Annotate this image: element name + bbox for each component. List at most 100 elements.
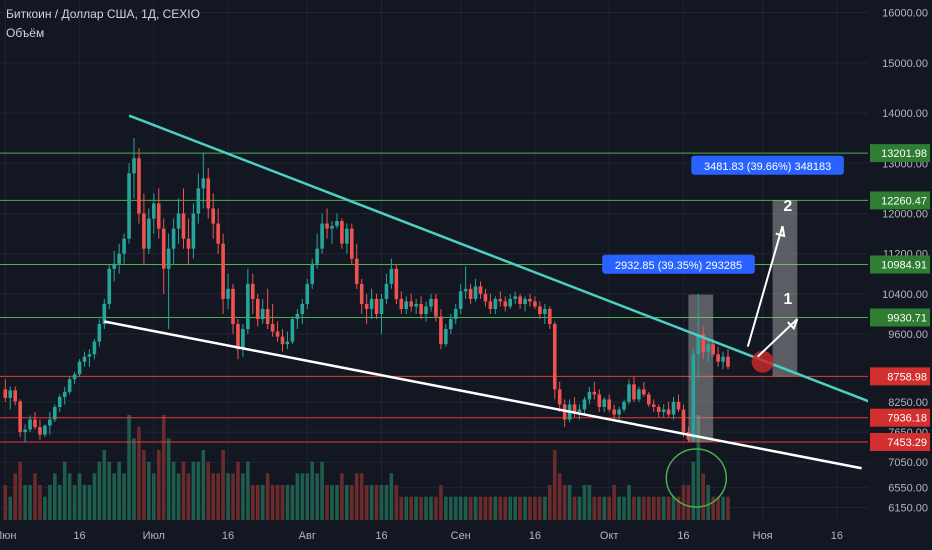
volume-bar — [483, 496, 488, 520]
candle-body — [13, 390, 17, 402]
volume-bar — [38, 485, 42, 520]
candle-body — [473, 286, 478, 299]
volume-bar — [661, 496, 666, 520]
candle-body — [181, 213, 186, 239]
volume-bar — [374, 485, 379, 520]
candle-body — [305, 283, 310, 304]
volume-bar — [300, 473, 305, 520]
volume-bar — [171, 461, 176, 520]
volume-bar — [87, 485, 92, 520]
volume-bar — [364, 485, 369, 520]
volume-bar — [548, 485, 552, 520]
candle-body — [666, 409, 671, 415]
target-label-1: 1 — [783, 291, 792, 308]
candle-body — [627, 384, 631, 402]
volume-bar — [414, 496, 418, 520]
candle-body — [48, 419, 52, 426]
candle-body — [251, 283, 255, 299]
candle-body — [533, 301, 537, 307]
price-tick-label: 7050.00 — [888, 457, 928, 469]
volume-bar — [265, 473, 270, 520]
candle-body — [676, 401, 681, 410]
time-tick-label: Сен — [451, 530, 471, 542]
volume-bar — [572, 496, 577, 520]
volume-bar — [241, 473, 245, 520]
volume-bar — [206, 461, 211, 520]
candle-body — [201, 178, 206, 189]
volume-bar — [152, 473, 156, 520]
volume-bar — [156, 450, 161, 520]
candle-body — [330, 226, 334, 229]
candle-body — [275, 331, 280, 337]
volume-bar — [602, 496, 607, 520]
level-price-label: 9930.71 — [887, 312, 927, 324]
candle-body — [156, 203, 161, 229]
candle-body — [414, 303, 418, 307]
volume-bar — [369, 485, 374, 520]
candle-body — [82, 356, 87, 362]
volume-bar — [102, 450, 107, 520]
volume-bar — [310, 461, 314, 520]
volume-bar — [627, 485, 631, 520]
volume-bar — [691, 461, 696, 520]
level-price-label: 10984.91 — [881, 260, 927, 272]
price-tick-label: 12000.00 — [882, 209, 928, 221]
candle-body — [394, 268, 399, 299]
volume-bar — [295, 473, 300, 520]
candle-body — [706, 344, 710, 352]
volume-bar — [503, 496, 508, 520]
volume-bar — [488, 496, 493, 520]
volume-bar — [612, 485, 616, 520]
candle-body — [597, 394, 602, 407]
candle-body — [310, 263, 314, 284]
candle-body — [671, 401, 676, 415]
volume-bar — [340, 473, 344, 520]
candle-body — [513, 296, 517, 299]
volume-bar — [147, 461, 151, 520]
candle-body — [8, 390, 13, 398]
candle-body — [117, 253, 121, 264]
candle-body — [23, 429, 27, 433]
volume-bar — [226, 473, 230, 520]
volume-bar — [632, 496, 636, 520]
volume-label: Объём — [6, 26, 45, 40]
candle-body — [538, 306, 542, 314]
volume-bar — [538, 496, 542, 520]
volume-bar — [107, 461, 112, 520]
target-label-2: 2 — [783, 198, 792, 215]
volume-bar — [394, 485, 399, 520]
volume-bar — [305, 473, 310, 520]
time-tick-label: Окт — [600, 530, 619, 542]
volume-bar — [711, 496, 715, 520]
candle-body — [206, 178, 211, 209]
candle-body — [53, 406, 57, 420]
candle-body — [255, 298, 260, 320]
trendline-lower[interactable] — [104, 320, 862, 470]
candle-body — [399, 298, 404, 309]
candle-body — [607, 399, 611, 410]
volume-bar — [656, 496, 661, 520]
measure-box — [772, 200, 798, 377]
level-price-label: 7936.18 — [887, 413, 927, 425]
breakout-marker — [751, 350, 774, 373]
trendline-upper[interactable] — [128, 114, 873, 404]
price-tick-label: 6550.00 — [888, 482, 928, 494]
volume-bar — [463, 496, 468, 520]
candle-body — [528, 298, 532, 302]
volume-bar — [444, 496, 448, 520]
volume-bar — [77, 473, 82, 520]
candle-body — [463, 288, 468, 292]
time-tick-label: 16 — [375, 530, 387, 542]
candle-body — [508, 298, 512, 307]
volume-bar — [335, 485, 339, 520]
time-tick-label: 16 — [677, 530, 689, 542]
volume-bar — [8, 496, 13, 520]
candle-body — [651, 404, 656, 407]
time-tick-label: Авг — [299, 530, 316, 542]
chart-title: Биткоин / Доллар США, 1Д, CEXIO — [6, 7, 200, 21]
candle-body — [379, 298, 384, 314]
candle-body — [468, 288, 473, 299]
candle-body — [622, 401, 626, 410]
candle-body — [350, 228, 354, 259]
